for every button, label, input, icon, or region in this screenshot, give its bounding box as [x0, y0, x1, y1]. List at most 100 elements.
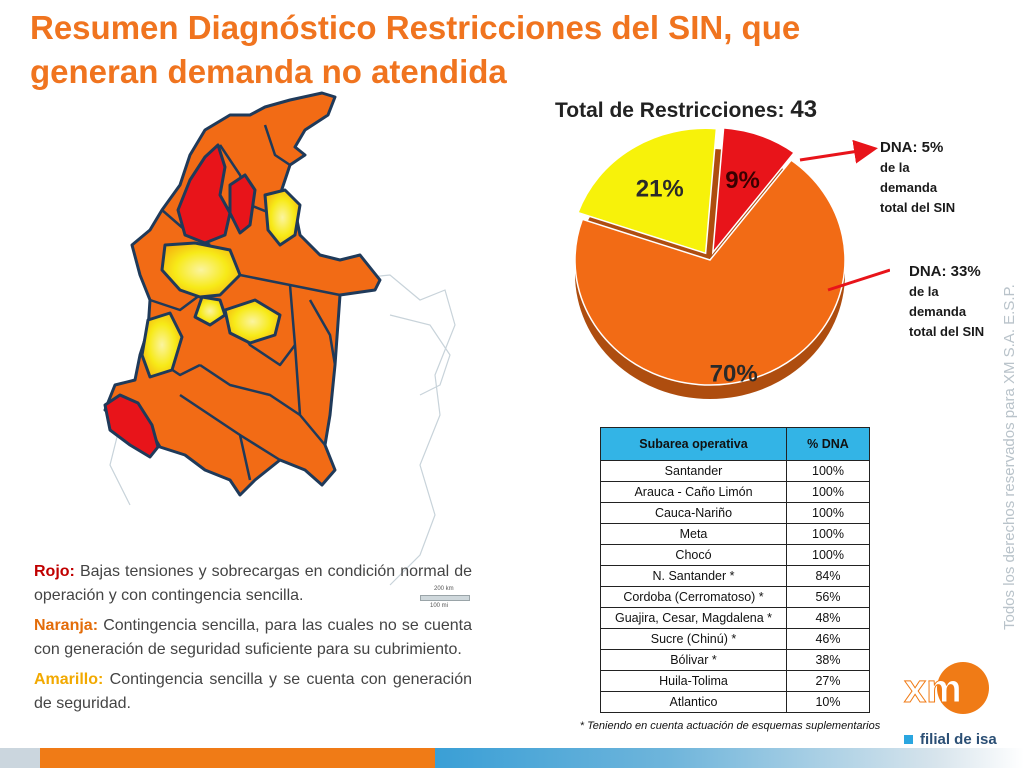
- scale-bar-graphic: [420, 595, 470, 601]
- table-row: Atlantico 10%: [600, 691, 870, 713]
- table-row: Bólivar * 38%: [600, 649, 870, 671]
- pie-title: Total de Restricciones: 43: [555, 96, 855, 124]
- page-title: Resumen Diagnóstico Restricciones del SI…: [30, 9, 801, 90]
- table-cell-subarea: Cauca-Nariño: [600, 502, 787, 524]
- callout-arrow-dna-33: [827, 268, 891, 292]
- map-svg: [103, 91, 456, 586]
- table-cell-subarea: Sucre (Chinú) *: [600, 628, 787, 650]
- table-cell-subarea: Cordoba (Cerromatoso) *: [600, 586, 787, 608]
- callout-dna-33-line: de la: [909, 284, 939, 299]
- table-header-row: Subarea operativa % DNA: [600, 427, 870, 461]
- callout-dna-5-head: DNA: 5%: [880, 139, 944, 156]
- table-cell-dna: 100%: [786, 502, 870, 524]
- callout-dna-33: DNA: 33% de la demanda total del SIN: [909, 262, 984, 342]
- table-cell-dna: 48%: [786, 607, 870, 629]
- scale-mi-label: 100 mi: [430, 603, 449, 609]
- bottom-bar-orange: [40, 748, 435, 768]
- scale-km-label: 200 km: [434, 586, 454, 592]
- table-cell-subarea: Meta: [600, 523, 787, 545]
- table-cell-subarea: Santander: [600, 460, 787, 482]
- table-row: Arauca - Caño Limón 100%: [600, 481, 870, 503]
- table-cell-dna: 100%: [786, 481, 870, 503]
- table-cell-subarea: Chocó: [600, 544, 787, 566]
- table-cell-subarea: Atlantico: [600, 691, 787, 713]
- table-cell-dna: 56%: [786, 586, 870, 608]
- table-footnote: * Teniendo en cuenta actuación de esquem…: [579, 720, 881, 732]
- xm-logo-text: xm: [904, 667, 962, 711]
- table-cell-dna: 100%: [786, 523, 870, 545]
- pie-slice: [576, 127, 718, 255]
- legend-orange-sep: :: [92, 617, 99, 634]
- table-row: N. Santander * 84%: [600, 565, 870, 587]
- colombia-map: [90, 85, 490, 625]
- region-yellow-1: [160, 241, 242, 299]
- legend-yellow: Amarillo: Contingencia sencilla y se cue…: [34, 668, 472, 716]
- xm-logo: xm: [896, 652, 996, 752]
- table-cell-dna: 10%: [786, 691, 870, 713]
- table-cell-subarea: Guajira, Cesar, Magdalena *: [600, 607, 787, 629]
- logo-tagline: filial de isa: [920, 731, 997, 748]
- pie-svg: 9% 70% 21%: [574, 127, 891, 399]
- legend-orange-key: Naranja: [34, 617, 93, 634]
- callout-dna-33-line: demanda: [909, 304, 967, 319]
- dna-table: Subarea operativa % DNA Santander 100% Ar…: [600, 427, 870, 713]
- bottom-bar-grey: [0, 748, 40, 768]
- region-yellow-4: [263, 188, 302, 247]
- region-red-north2: [228, 173, 257, 235]
- table-header-subarea: Subarea operativa: [600, 427, 787, 461]
- legend-red-key: Rojo: [34, 563, 70, 580]
- table-row: Cordoba (Cerromatoso) * 56%: [600, 586, 870, 608]
- callout-dna-5-line: demanda: [880, 180, 938, 195]
- pie-chart: 9% 70% 21%: [560, 125, 891, 425]
- map-scale-bar: 200 km 100 mi: [420, 582, 470, 612]
- pie-title-label: Total de Restricciones:: [555, 99, 785, 122]
- legend-red: Rojo: Bajas tensiones y sobrecargas en c…: [34, 560, 472, 608]
- logo-circle: [937, 662, 989, 714]
- pie-slice: [711, 127, 796, 255]
- callout-dna-5: DNA: 5% de la demanda total del SIN: [880, 138, 955, 218]
- pie-slice-label: 70%: [710, 361, 758, 388]
- table-cell-subarea: Bólivar *: [600, 649, 787, 671]
- table-row: Santander 100%: [600, 460, 870, 482]
- region-yellow-3: [140, 311, 184, 379]
- xm-logo-svg: xm: [904, 662, 989, 714]
- table-row: Meta 100%: [600, 523, 870, 545]
- color-legend: Rojo: Bajas tensiones y sobrecargas en c…: [34, 560, 472, 722]
- legend-orange: Naranja: Contingencia sencilla, para las…: [34, 614, 472, 662]
- legend-yellow-key: Amarillo: [34, 671, 99, 688]
- table-cell-subarea: Huila-Tolima: [600, 670, 787, 692]
- copyright-watermark: Todos los derechos reservados para XM S.…: [1001, 284, 1018, 630]
- table-row: Sucre (Chinú) * 46%: [600, 628, 870, 650]
- callout-dna-5-line: de la: [880, 160, 910, 175]
- pie-slice-label: 21%: [636, 175, 684, 202]
- region-yellow-2: [223, 298, 282, 345]
- callout-dna-5-line: total del SIN: [880, 200, 956, 215]
- table-row: Huila-Tolima 27%: [600, 670, 870, 692]
- bottom-bar-blue: [435, 748, 1024, 768]
- isa-square-icon: [904, 735, 913, 744]
- table-cell-dna: 46%: [786, 628, 870, 650]
- table-cell-dna: 27%: [786, 670, 870, 692]
- legend-red-sep: :: [69, 563, 75, 580]
- legend-yellow-sep: :: [98, 671, 104, 688]
- legend-yellow-text: Contingencia sencilla y se cuenta con ge…: [34, 671, 472, 712]
- callout-arrow-dna-5: [799, 139, 878, 164]
- table-cell-dna: 84%: [786, 565, 870, 587]
- table-row: Cauca-Nariño 100%: [600, 502, 870, 524]
- region-red-north: [176, 143, 232, 245]
- bottom-color-bar: [0, 748, 1024, 768]
- region-red-south: [103, 393, 160, 459]
- legend-red-text: Bajas tensiones y sobrecargas en condici…: [34, 563, 472, 604]
- legend-orange-text: Contingencia sencilla, para las cuales n…: [34, 617, 473, 658]
- table-row: Guajira, Cesar, Magdalena * 48%: [600, 607, 870, 629]
- table-cell-dna: 100%: [786, 460, 870, 482]
- region-yellow-5: [193, 295, 227, 327]
- pie-slice: [574, 159, 846, 386]
- table-header-dna: % DNA: [786, 427, 870, 461]
- table-cell-dna: 100%: [786, 544, 870, 566]
- callout-dna-33-head: DNA: 33%: [909, 263, 981, 280]
- pie-title-value: 43: [790, 96, 818, 123]
- callout-dna-33-line: total del SIN: [909, 324, 985, 339]
- table-row: Chocó 100%: [600, 544, 870, 566]
- table-cell-dna: 38%: [786, 649, 870, 671]
